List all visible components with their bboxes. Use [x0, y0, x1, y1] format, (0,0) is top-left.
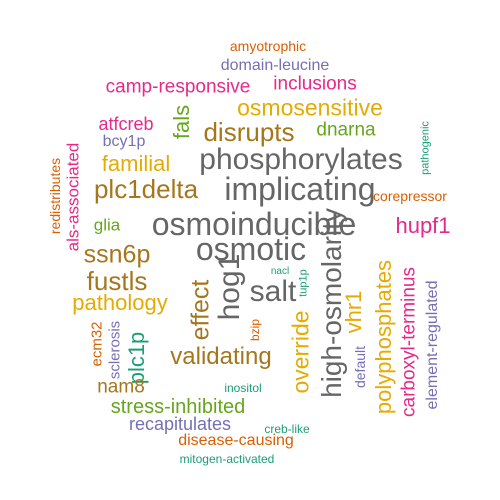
word-osmoinducible: osmoinducible	[151, 206, 357, 242]
word-familial: familial	[101, 151, 171, 176]
word-als-associated: als-associated	[63, 142, 83, 252]
word-inclusions: inclusions	[273, 73, 357, 95]
word-override: override	[287, 310, 314, 394]
word-sclerosis: sclerosis	[106, 320, 124, 380]
word-recapitulates: recapitulates	[128, 414, 232, 434]
word-tup1p: tup1p	[297, 269, 310, 297]
word-plc1delta: plc1delta	[93, 174, 199, 204]
word-dnarna: dnarna	[316, 119, 376, 141]
word-ecm32: ecm32	[88, 321, 106, 367]
word-domain-leucine: domain-leucine	[220, 57, 330, 74]
word-default: default	[352, 345, 368, 389]
word-hupf1: hupf1	[395, 213, 451, 238]
word-glia: glia	[93, 215, 121, 235]
word-ssn6p: ssn6p	[83, 240, 151, 269]
word-vhr1: vhr1	[341, 290, 366, 334]
word-atfcreb: atfcreb	[98, 114, 154, 134]
word-corepressor: corepressor	[373, 188, 447, 204]
word-disease-causing: disease-causing	[178, 432, 294, 449]
word-fustls: fustls	[86, 266, 148, 296]
word-amyotrophic: amyotrophic	[229, 38, 307, 54]
word-pathology: pathology	[72, 290, 168, 315]
word-phosphorylates: phosphorylates	[199, 143, 403, 176]
word-hog1: hog1	[213, 253, 246, 321]
word-bcy1p: bcy1p	[102, 133, 146, 150]
word-carboxyl-terminus: carboxyl-terminus	[398, 267, 420, 417]
word-disrupts: disrupts	[203, 117, 295, 147]
word-effect: effect	[186, 279, 215, 341]
word-polyphosphates: polyphosphates	[371, 259, 396, 415]
word-implicating: implicating	[224, 171, 376, 207]
word-fals: fals	[169, 104, 194, 140]
word-creb-like: creb-like	[264, 422, 310, 436]
word-nacl: nacl	[270, 266, 290, 277]
word-bzip: bzip	[248, 318, 262, 342]
word-pathogenic: pathogenic	[419, 121, 432, 175]
word-salt: salt	[249, 275, 297, 308]
word-redistributes: redistributes	[47, 157, 63, 235]
word-stress-inhibited: stress-inhibited	[110, 396, 246, 418]
word-inositol: inositol	[224, 381, 262, 395]
word-validating: validating	[170, 343, 272, 370]
word-element-regulated: element-regulated	[424, 280, 441, 410]
word-osmosensitive: osmosensitive	[237, 94, 383, 121]
word-camp-responsive: camp-responsive	[105, 76, 251, 98]
word-osmotic: osmotic	[195, 231, 307, 267]
word-mitogen-activated: mitogen-activated	[179, 452, 275, 466]
word-nam8: nam8	[97, 376, 145, 398]
